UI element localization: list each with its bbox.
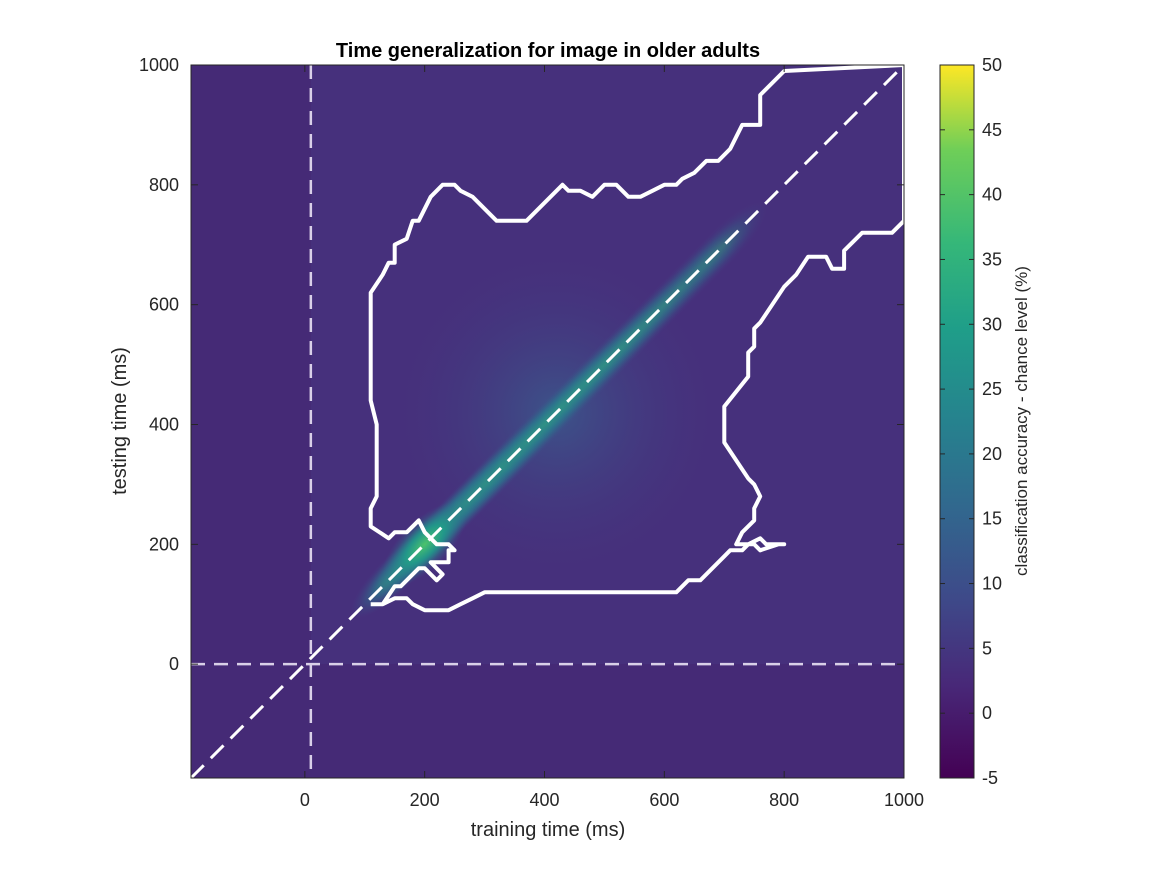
- x-axis: 0 200 400 600 800 1000: [300, 65, 924, 810]
- y-tick-label: 400: [149, 414, 179, 434]
- x-axis-label: training time (ms): [471, 819, 625, 841]
- reference-lines: [189, 63, 906, 780]
- colorbar-label: classification accuracy - chance level (…: [1012, 266, 1031, 576]
- y-tick-label: 0: [169, 654, 179, 674]
- colorbar-tick-label: 20: [982, 444, 1002, 464]
- colorbar-tick-label: -5: [982, 768, 998, 788]
- x-tick-label: 400: [529, 790, 559, 810]
- colorbar-tick-label: 10: [982, 574, 1002, 594]
- heatmap-peak: [382, 501, 468, 587]
- y-axis-label: testing time (ms): [109, 347, 131, 495]
- colorbar-tick-label: 25: [982, 379, 1002, 399]
- colorbar-ticks: -5 0 5 10 15 20 25 30 35 40 45 50: [940, 55, 1002, 788]
- chart-title: Time generalization for image in older a…: [336, 40, 760, 62]
- colorbar-tick-label: 30: [982, 314, 1002, 334]
- colorbar-tick-label: 40: [982, 185, 1002, 205]
- y-tick-label: 200: [149, 534, 179, 554]
- x-tick-label: 600: [649, 790, 679, 810]
- colorbar-tick-label: 35: [982, 249, 1002, 269]
- colorbar-tick-label: 50: [982, 55, 1002, 75]
- x-tick-label: 1000: [884, 790, 924, 810]
- colorbar-tick-label: 0: [982, 703, 992, 723]
- y-tick-label: 800: [149, 175, 179, 195]
- colorbar-tick-label: 15: [982, 509, 1002, 529]
- x-tick-label: 800: [769, 790, 799, 810]
- heatmap-prestim-band: [191, 664, 904, 778]
- plot-frame: [190, 64, 905, 779]
- y-tick-label: 600: [149, 295, 179, 315]
- colorbar: [939, 64, 975, 779]
- colorbar-tick-label: 5: [982, 638, 992, 658]
- y-axis: 0 200 400 600 800 1000: [139, 55, 904, 674]
- x-tick-label: 200: [410, 790, 440, 810]
- colorbar-tick-label: 45: [982, 120, 1002, 140]
- heatmap-prestim-band: [191, 65, 311, 778]
- diagonal-line: [189, 63, 906, 780]
- x-tick-label: 0: [300, 790, 310, 810]
- y-tick-label: 1000: [139, 55, 179, 75]
